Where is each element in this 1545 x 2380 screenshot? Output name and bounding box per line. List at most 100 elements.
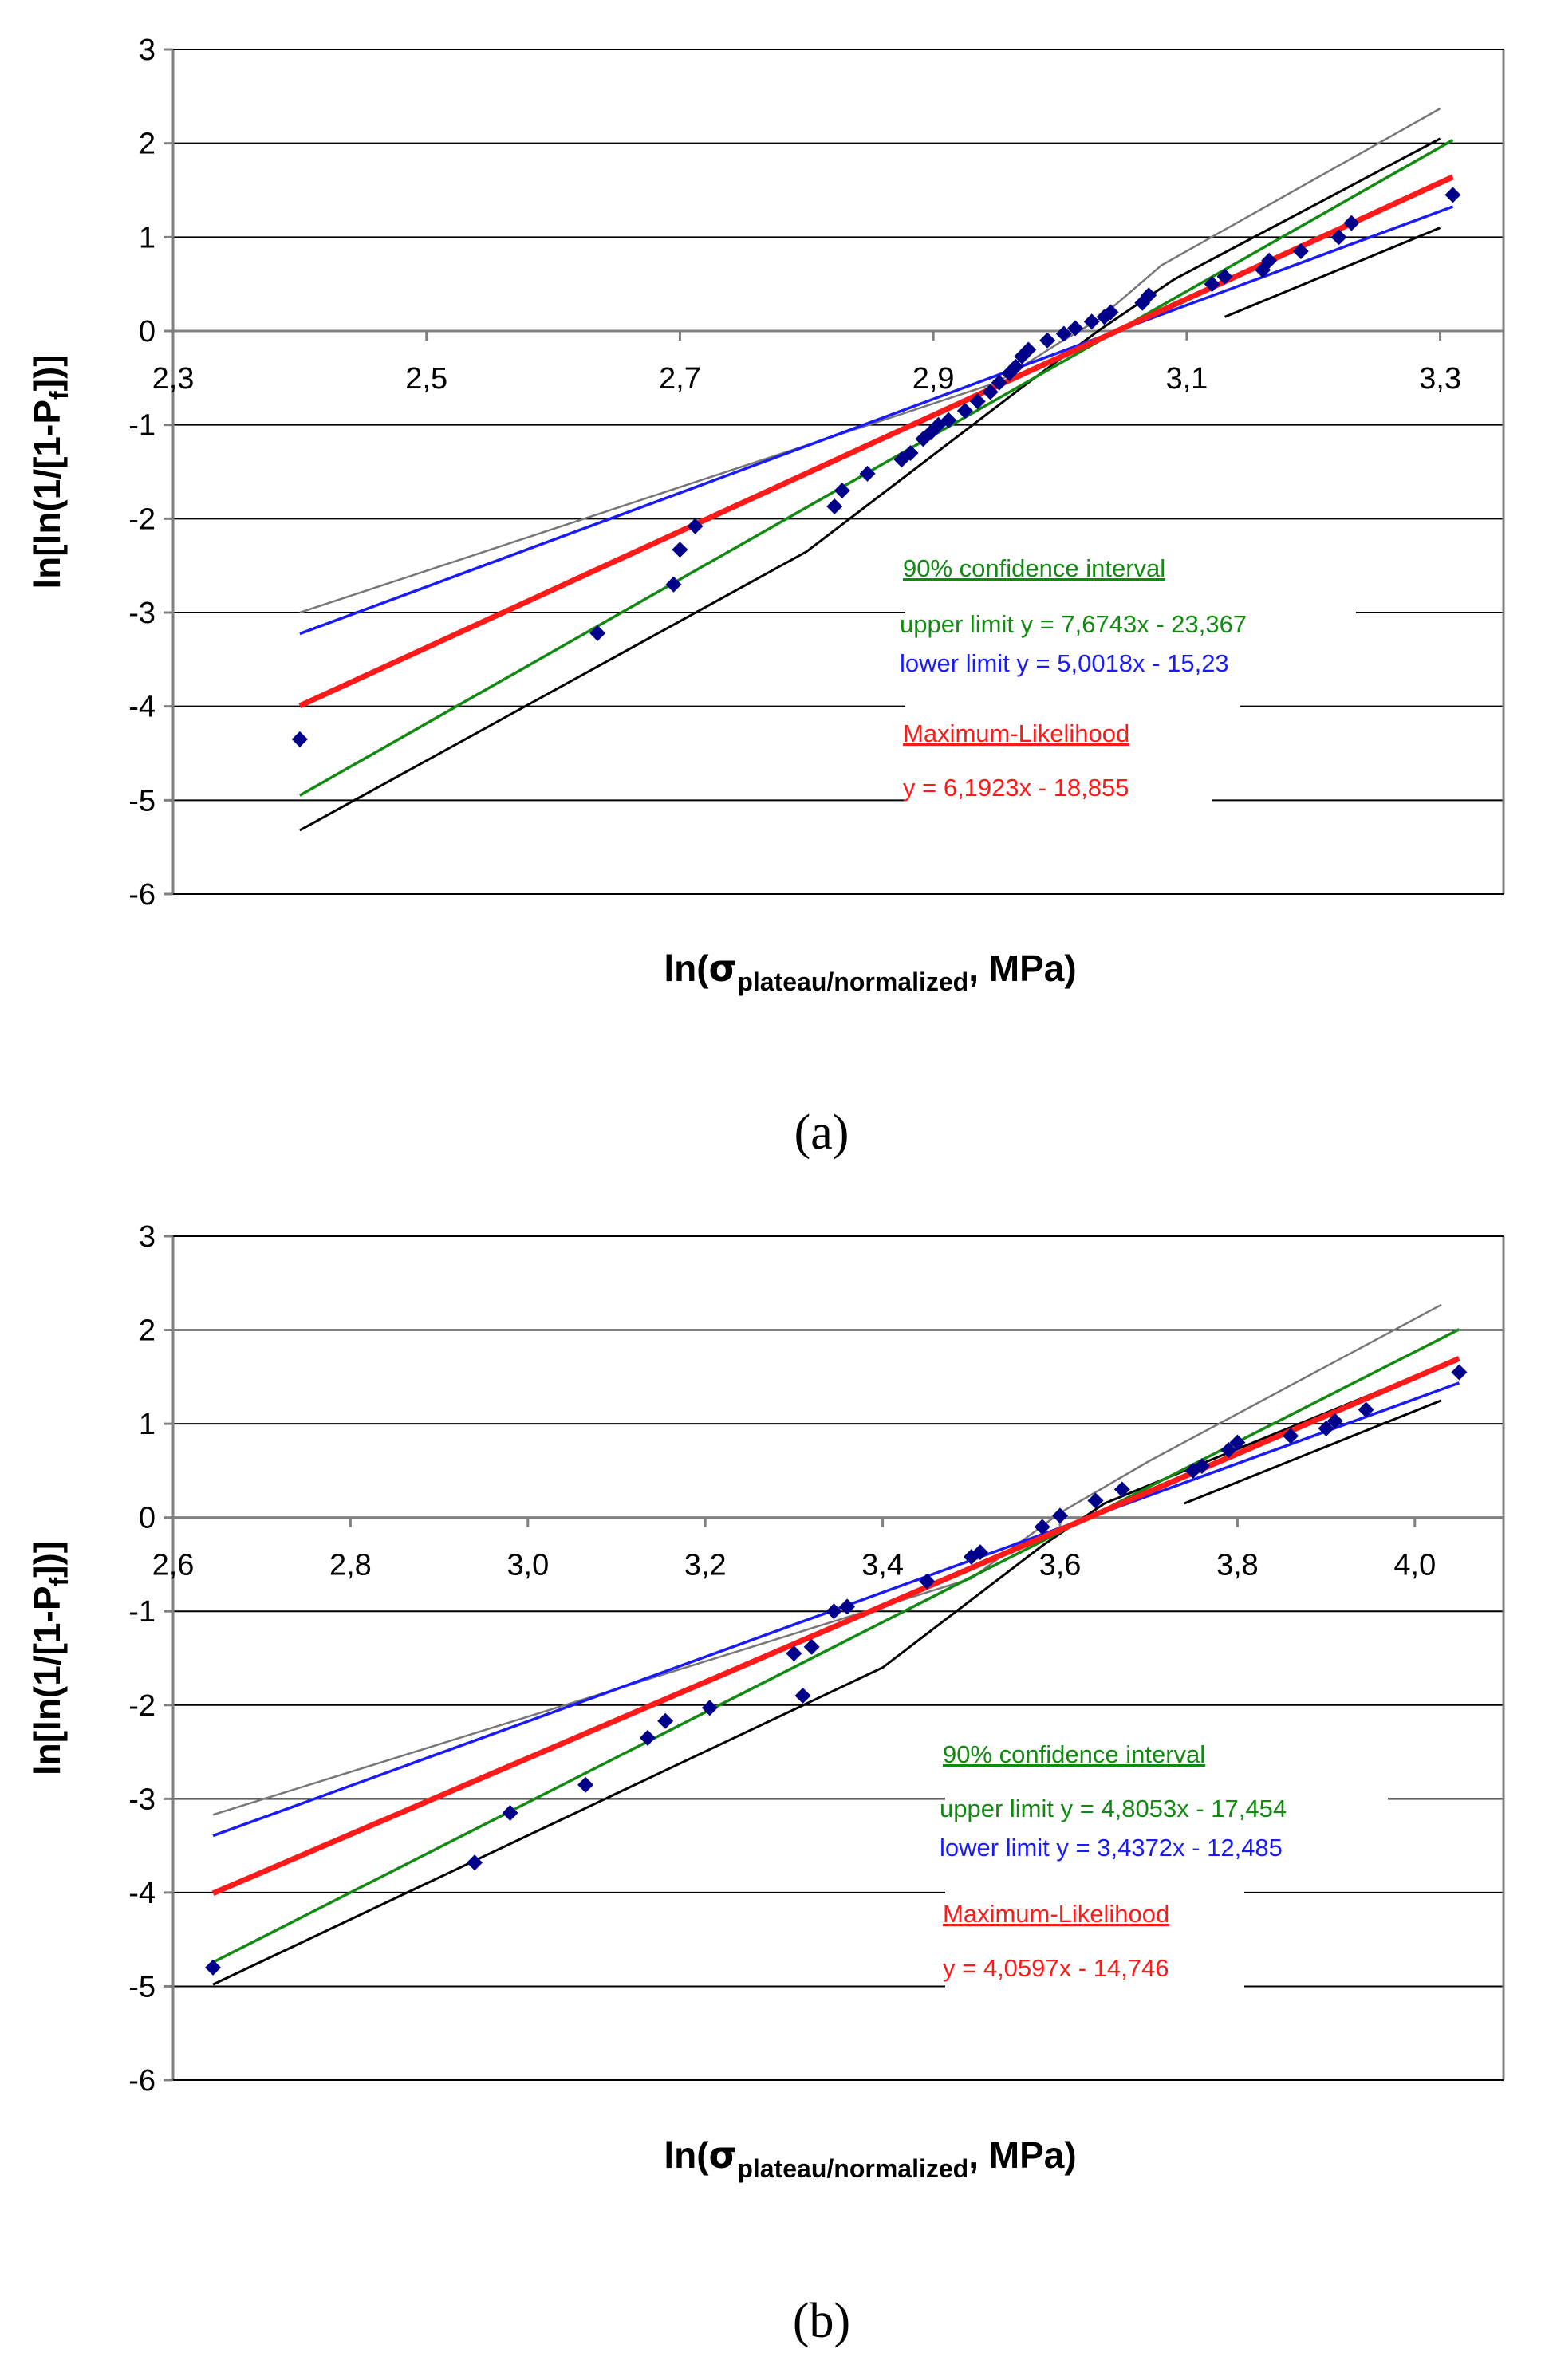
data-point <box>1020 341 1037 358</box>
data-point <box>589 625 606 641</box>
data-point <box>1141 287 1157 304</box>
y-tick-label: -3 <box>128 597 156 630</box>
line-upper <box>298 139 1454 797</box>
data-point <box>1204 276 1220 293</box>
x-axis-label: ln(σplateau/normalized, MPa) <box>664 947 1076 996</box>
data-point <box>826 1603 842 1620</box>
legend-ml-equation: y = 4,0597x - 14,746 <box>943 1954 1169 1982</box>
x-tick-label: 2,6 <box>152 1549 195 1582</box>
data-point <box>1220 1442 1237 1459</box>
data-point <box>701 1700 718 1716</box>
y-tick-label: -1 <box>128 1595 156 1629</box>
x-tick-label: 3,6 <box>1039 1549 1082 1582</box>
legend-upper-limit: upper limit y = 4,8053x - 17,454 <box>940 1795 1287 1822</box>
y-tick-label: -3 <box>128 1783 156 1816</box>
y-tick-label: 1 <box>139 221 156 254</box>
y-tick-label: 2 <box>139 1314 156 1348</box>
y-tick-label: 3 <box>139 33 156 67</box>
data-point <box>1067 320 1084 337</box>
line-lower <box>299 205 1454 636</box>
y-tick-label: 0 <box>139 1502 156 1535</box>
x-tick-label: 2,5 <box>405 362 447 396</box>
data-point <box>972 1544 988 1561</box>
confidence-bound-outer_lower <box>299 137 1441 832</box>
data-point <box>1055 325 1072 342</box>
data-point <box>803 1638 820 1655</box>
data-point <box>1330 229 1347 246</box>
data-point <box>834 483 850 499</box>
plot-area <box>205 1303 1468 1986</box>
data-point <box>1318 1420 1334 1436</box>
data-point <box>1052 1507 1068 1524</box>
data-point <box>1007 358 1024 375</box>
data-point <box>1261 252 1278 269</box>
data-point <box>1292 242 1309 259</box>
x-tick-label: 3,8 <box>1216 1549 1259 1582</box>
y-tick-label: -6 <box>128 878 156 912</box>
line-upper <box>212 1328 1460 1964</box>
legend-ml-title: Maximum-Likelihood <box>943 1900 1169 1928</box>
data-point <box>940 412 957 428</box>
y-tick-label: -1 <box>128 409 156 443</box>
x-axis-label: ln(σplateau/normalized, MPa) <box>664 2134 1076 2183</box>
x-tick-label: 2,3 <box>152 362 195 396</box>
data-point <box>1216 268 1233 285</box>
x-tick-label: 2,9 <box>912 362 955 396</box>
legend-lower-limit: lower limit y = 5,0018x - 15,23 <box>900 649 1229 677</box>
data-point <box>1229 1434 1246 1451</box>
data-point <box>969 393 986 410</box>
data-point <box>1193 1458 1210 1475</box>
y-tick-label: -4 <box>128 1877 156 1910</box>
data-point <box>291 731 308 747</box>
y-tick-label: -2 <box>128 502 156 536</box>
x-tick-label: 3,4 <box>861 1549 904 1582</box>
panel-label: (a) <box>794 1105 849 1160</box>
y-axis-label: ln[ln(1/[1-Pf])] <box>26 354 73 589</box>
legend-ml-title: Maximum-Likelihood <box>903 719 1129 747</box>
y-tick-label: -6 <box>128 2064 156 2098</box>
chart-panel-a: 3 2 1 0 -1 -2 -3 -4 -5 -6 2,3 2,5 2,7 2,9 3,1 3,3 90% co… <box>26 33 1505 1160</box>
line-ml <box>298 174 1454 709</box>
data-point <box>1283 1428 1299 1444</box>
line-ml <box>211 1356 1460 1897</box>
data-point <box>657 1712 674 1729</box>
data-point <box>1444 187 1461 203</box>
y-tick-label: -5 <box>128 1970 156 2004</box>
y-tick-label: -5 <box>128 784 156 818</box>
data-point <box>826 498 843 515</box>
data-point <box>687 518 704 534</box>
data-point <box>1343 215 1360 231</box>
legend-lower-limit: lower limit y = 3,4372x - 12,485 <box>940 1834 1283 1862</box>
data-point <box>467 1854 483 1871</box>
x-tick-label: 3,0 <box>506 1549 549 1582</box>
data-point <box>1451 1364 1468 1381</box>
data-point <box>665 576 682 593</box>
data-point <box>786 1645 802 1662</box>
data-point <box>1358 1401 1374 1418</box>
data-point <box>859 465 876 482</box>
data-point <box>1326 1413 1343 1429</box>
data-point <box>1034 1519 1050 1535</box>
data-point <box>1083 313 1100 330</box>
data-point <box>902 444 919 461</box>
x-tick-label: 2,8 <box>329 1549 372 1582</box>
legend-upper-limit: upper limit y = 7,6743x - 23,367 <box>900 610 1247 638</box>
x-tick-label: 3,3 <box>1419 362 1461 396</box>
data-point <box>577 1776 594 1793</box>
y-tick-label: 1 <box>139 1408 156 1441</box>
y-axis-label: ln[ln(1/[1-Pf])] <box>26 1541 73 1775</box>
y-tick-label: -2 <box>128 1689 156 1723</box>
data-point <box>502 1804 518 1821</box>
y-tick-label: 2 <box>139 128 156 161</box>
legend-ci-title: 90% confidence interval <box>903 554 1165 582</box>
confidence-bound-outer_lower <box>212 1364 1442 1986</box>
data-point <box>1113 1481 1130 1498</box>
x-tick-label: 2,7 <box>659 362 701 396</box>
x-tick-label: 4,0 <box>1393 1549 1436 1582</box>
data-point <box>1087 1492 1104 1509</box>
confidence-bound-outer_upper <box>299 108 1441 614</box>
plot-area <box>291 108 1461 832</box>
y-tick-label: 3 <box>139 1220 156 1254</box>
